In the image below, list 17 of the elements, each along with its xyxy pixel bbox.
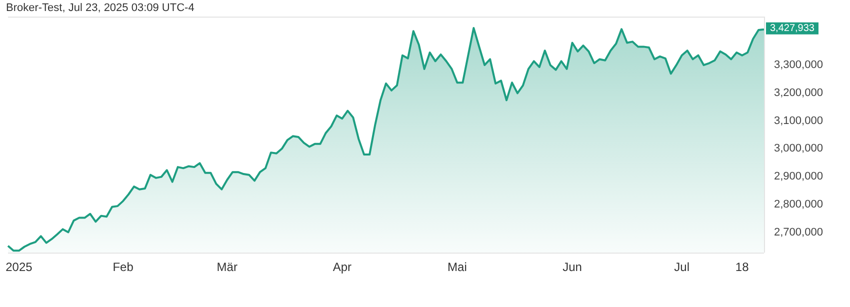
x-tick-label: 2025: [6, 260, 33, 274]
y-tick-label: 3,200,000: [774, 86, 823, 99]
x-tick-label: Mär: [216, 260, 238, 274]
x-tick-label: Jun: [562, 260, 582, 274]
y-tick-label: 2,900,000: [774, 170, 823, 183]
y-tick-label: 3,100,000: [774, 114, 823, 127]
chart-title: Broker-Test, Jul 23, 2025 03:09 UTC-4: [6, 2, 194, 14]
x-tick-label: Mai: [448, 260, 467, 274]
x-tick-label: Jul: [674, 260, 690, 274]
x-tick-label: Feb: [112, 260, 134, 274]
y-tick-label: 2,800,000: [774, 198, 823, 210]
y-tick-label: 2,700,000: [774, 226, 823, 238]
y-tick-label: 3,300,000: [774, 59, 823, 72]
x-tick-label: Apr: [332, 260, 352, 274]
text: 3,427,933: [770, 23, 815, 34]
x-tick-label: 18: [735, 260, 750, 274]
y-tick-label: 3,000,000: [774, 142, 823, 155]
